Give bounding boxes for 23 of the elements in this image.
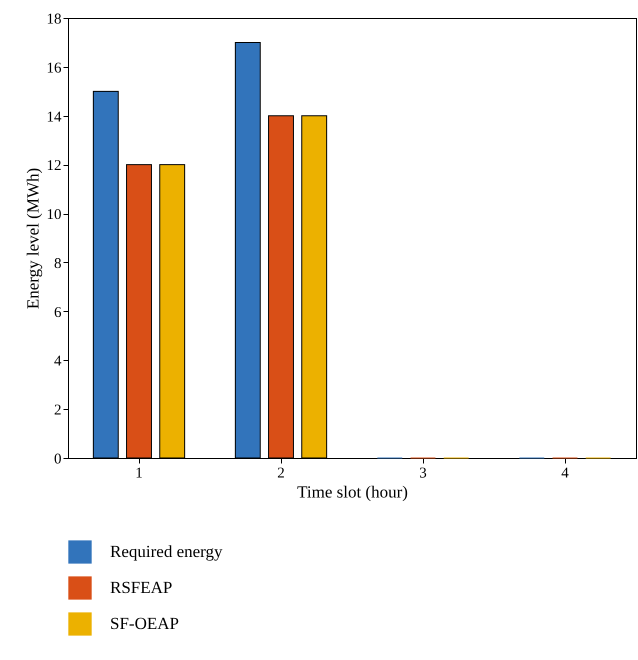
y-tick-label: 12 (46, 158, 62, 174)
y-tick-label: 18 (46, 12, 62, 28)
y-tick-label: 10 (46, 207, 62, 224)
x-tick-label: 3 (419, 466, 427, 482)
y-tick-label: 6 (54, 304, 62, 321)
y-tick-label: 16 (46, 60, 62, 76)
y-tick-label: 4 (54, 354, 62, 370)
legend-label: RSFEAP (110, 578, 172, 597)
x-tick-label: 2 (277, 466, 285, 482)
bar (92, 90, 119, 458)
legend-label: SF-OEAP (110, 614, 179, 633)
y-tick-label: 8 (54, 256, 62, 272)
x-tick-label: 4 (561, 466, 570, 482)
x-tick-label: 1 (135, 466, 143, 482)
x-axis-title: Time slot (hour) (297, 482, 408, 502)
y-tick-label: 0 (54, 452, 62, 468)
y-tick-label: 2 (54, 402, 62, 419)
bar (301, 115, 328, 458)
y-axis-title: Energy level (MWh) (24, 168, 42, 310)
y-tick-label: 14 (46, 109, 62, 126)
bar (159, 164, 186, 458)
bar (234, 42, 261, 458)
legend-label: Required energy (110, 542, 224, 561)
